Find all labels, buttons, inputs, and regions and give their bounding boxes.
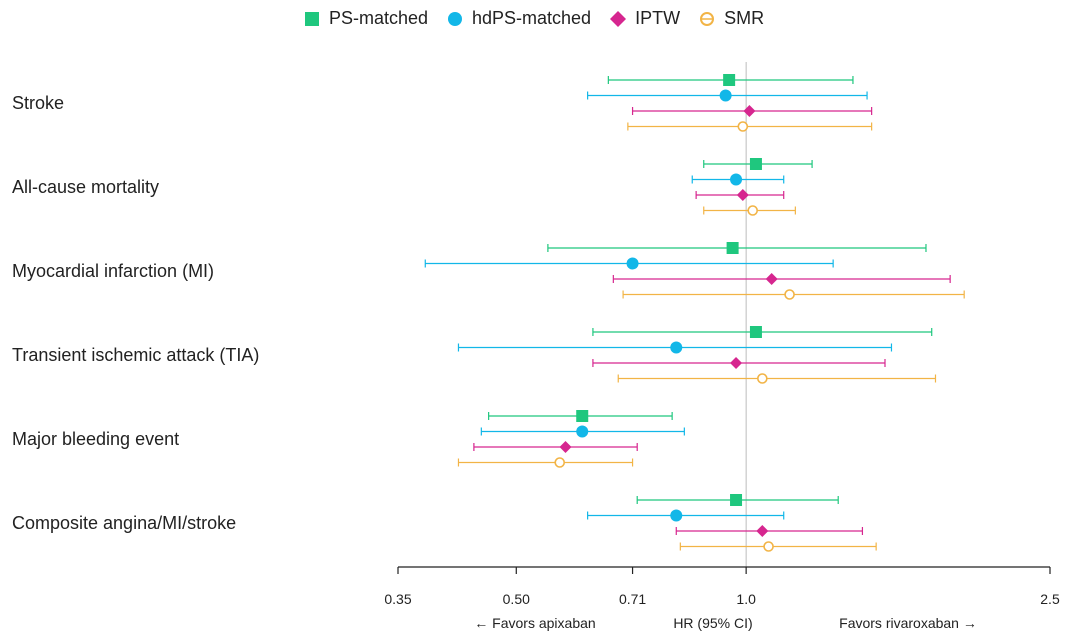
x-axis-title: HR (95% CI)	[673, 615, 752, 631]
point-estimate	[763, 541, 774, 552]
outcome-label: Major bleeding event	[12, 429, 180, 450]
circle-marker-icon	[447, 11, 462, 26]
point-estimate	[719, 89, 732, 102]
point-estimate	[756, 525, 769, 537]
point-estimate	[726, 242, 739, 254]
x-tick-label: 1.0	[736, 591, 756, 607]
outcome-label: Composite angina/MI/stroke	[12, 513, 237, 534]
x-tick-label: 0.35	[384, 591, 411, 607]
point-estimate	[784, 289, 795, 300]
point-estimate	[730, 357, 743, 369]
point-estimate	[737, 121, 749, 132]
point-estimate	[736, 189, 749, 201]
diamond-marker-icon	[610, 10, 627, 27]
x-tick-label: 0.50	[503, 591, 530, 607]
point-estimate	[743, 105, 756, 117]
legend-item-smr: SMR	[698, 8, 764, 29]
point-estimate	[576, 410, 589, 422]
favors-rivaroxaban-label: Favors rivaroxaban →	[839, 615, 977, 631]
point-estimate	[730, 494, 743, 506]
outcome-label: Transient ischemic attack (TIA)	[12, 345, 260, 366]
point-estimate	[559, 441, 572, 453]
favors-apixaban-label: ← Favors apixaban	[474, 615, 595, 631]
legend-item-iptw: IPTW	[609, 8, 680, 29]
point-estimate	[765, 273, 778, 285]
point-estimate	[670, 509, 683, 522]
point-estimate	[730, 173, 743, 186]
point-estimate	[723, 74, 736, 86]
outcome-label: Myocardial infarction (MI)	[12, 261, 215, 282]
point-estimate	[757, 373, 768, 384]
legend-label: PS-matched	[328, 8, 428, 28]
point-estimate	[626, 257, 639, 270]
outcome-label: Stroke	[12, 93, 65, 114]
legend-label: hdPS-matched	[471, 8, 592, 28]
open-circle-marker-icon	[700, 11, 715, 26]
square-marker-icon	[304, 11, 319, 26]
point-estimate	[576, 425, 589, 438]
legend-item-ps: PS-matched	[303, 8, 428, 29]
point-estimate	[749, 326, 762, 338]
legend-item-hdps: hdPS-matched	[446, 8, 591, 29]
legend-label: SMR	[724, 8, 765, 28]
point-estimate	[749, 158, 762, 170]
point-estimate	[747, 205, 759, 216]
legend: PS-matched hdPS-matched IPTW SMR	[0, 8, 1067, 29]
point-estimate	[554, 457, 566, 468]
point-estimate	[670, 341, 683, 354]
legend-label: IPTW	[635, 8, 681, 28]
outcome-label: All-cause mortality	[12, 177, 160, 198]
x-tick-label: 0.71	[619, 591, 646, 607]
x-tick-label: 2.5	[1040, 591, 1060, 607]
